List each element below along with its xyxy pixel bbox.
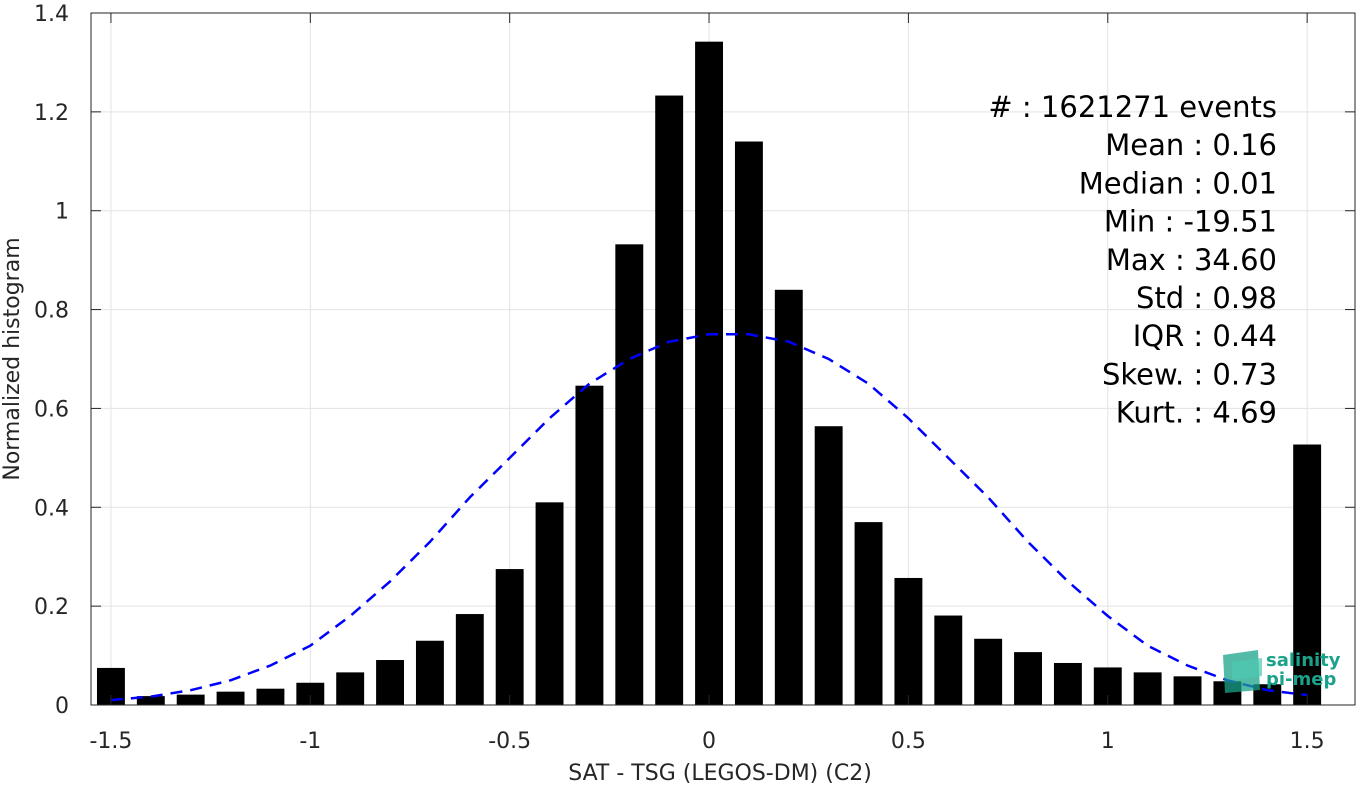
y-tick-label: 0.2 (34, 595, 69, 620)
normal-fit-curve (110, 333, 1308, 702)
x-tick-label: 1.5 (1290, 729, 1325, 754)
stat-line: Std : 0.98 (1136, 281, 1277, 315)
histogram-bar (854, 522, 883, 705)
stat-line: Max : 34.60 (1106, 243, 1277, 277)
histogram-bar (296, 682, 325, 705)
x-tick-label: -1.5 (89, 729, 132, 754)
histogram-bar (1014, 652, 1042, 705)
y-tick-label: 1.2 (34, 101, 69, 126)
x-axis-label: SAT - TSG (LEGOS-DM) (C2) (568, 761, 872, 785)
histogram-bar (535, 502, 564, 705)
histogram-bar (256, 688, 285, 705)
histogram-bar (415, 640, 444, 705)
stat-line: Median : 0.01 (1079, 166, 1277, 200)
stat-line: Min : -19.51 (1104, 205, 1277, 239)
histogram-bar (774, 289, 803, 705)
x-tick-label: -0.5 (488, 729, 531, 754)
histogram-bar (455, 614, 484, 705)
y-tick-label: 1.4 (34, 2, 69, 27)
histogram-bar (695, 41, 723, 705)
histogram-bar (734, 141, 763, 705)
histogram-bar (934, 615, 963, 705)
y-tick-label: 0.8 (34, 299, 69, 324)
x-tick-label: 0 (702, 729, 716, 754)
histogram-bar (814, 426, 843, 705)
histogram-bar (1053, 662, 1082, 705)
y-tick-label: 0.6 (34, 397, 69, 422)
histogram-bar (495, 569, 524, 705)
histogram-bar (1253, 684, 1282, 705)
histogram-bar (1173, 676, 1202, 705)
salinity-pi-mep-logo: salinity pi-mep (1223, 650, 1341, 693)
stat-line: Mean : 0.16 (1105, 128, 1277, 162)
y-tick-label: 0.4 (34, 496, 69, 521)
histogram-bar (136, 696, 165, 705)
histogram-bar (575, 385, 604, 705)
histogram-bars (96, 41, 1322, 705)
histogram-bar (1293, 444, 1322, 705)
histogram-bar (216, 691, 245, 705)
logo-line1: salinity (1266, 650, 1341, 671)
plot-frame (90, 12, 1356, 706)
stat-line: Skew. : 0.73 (1102, 357, 1277, 391)
logo-wave-accent-icon (1232, 658, 1262, 680)
y-tick-label: 0 (55, 694, 69, 719)
y-axis-label: Normalized histogram (0, 237, 25, 480)
histogram-bar (376, 660, 405, 705)
histogram-bar (615, 244, 644, 705)
statistics-panel: # : 1621271 events Mean : 0.16 Median : 0.… (988, 90, 1277, 430)
histogram-bar (176, 694, 205, 705)
x-tick-label: 0.5 (891, 729, 926, 754)
histogram-bar (894, 577, 923, 705)
x-tick-label: -1 (299, 729, 321, 754)
histogram-bar (336, 672, 365, 705)
stat-line: # : 1621271 events (988, 90, 1277, 124)
axis-ticks: -1.5 -1 -0.5 0 0.5 1 1.5 0 0.2 0.4 0.6 0.8 1 1.2 1.4 (34, 2, 1355, 754)
y-tick-label: 1 (55, 200, 69, 225)
stat-line: IQR : 0.44 (1133, 319, 1277, 353)
histogram-bar (974, 638, 1003, 705)
histogram-bar (1133, 672, 1162, 705)
histogram-bar (655, 95, 684, 705)
logo-line2: pi-mep (1266, 669, 1336, 690)
normal-fit-curve-layer (110, 333, 1308, 702)
stat-line: Kurt. : 4.69 (1116, 396, 1277, 430)
x-tick-label: 1 (1101, 729, 1115, 754)
